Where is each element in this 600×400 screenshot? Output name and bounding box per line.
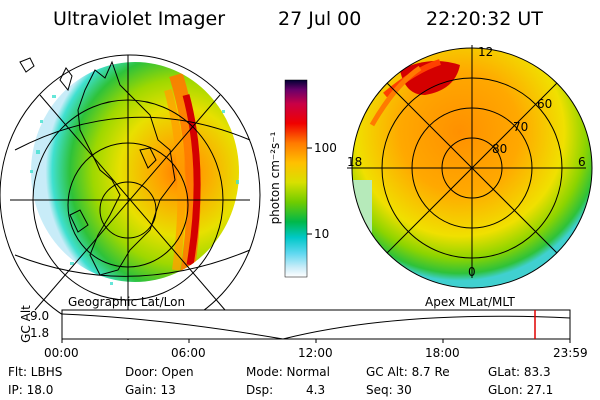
dsp-label: Dsp: xyxy=(246,383,274,397)
colorbar-tick-100: 100 xyxy=(314,141,337,155)
colorbar xyxy=(284,79,308,278)
timeline-xtick-3: 18:00 xyxy=(425,346,460,360)
time-label: 22:20:32 UT xyxy=(426,8,543,30)
glon-info: GLon: 27.1 xyxy=(488,383,554,397)
ip-info: IP: 18.0 xyxy=(8,383,54,397)
mode-info: Mode: Normal xyxy=(246,365,330,379)
filter-info: Flt: LBHS xyxy=(8,365,63,379)
apex-grid xyxy=(347,45,593,289)
geographic-grid xyxy=(0,54,261,340)
colorbar-unit-label: photon cm⁻²s⁻¹ xyxy=(268,131,282,225)
timeline-xtick-4: 23:59 xyxy=(553,346,588,360)
timeline-ytick-min: 1.8 xyxy=(30,326,50,340)
lat-label-70: 70 xyxy=(513,120,529,134)
altitude-timeline xyxy=(61,309,571,343)
lat-label-80: 80 xyxy=(492,142,508,156)
lat-label-60: 60 xyxy=(537,97,553,111)
timeline-xtick-2: 12:00 xyxy=(298,346,333,360)
left-panel-label: Geographic Lat/Lon xyxy=(68,295,186,309)
timeline-ytick-max: 9.0 xyxy=(30,309,50,323)
coastline-outline xyxy=(19,57,176,276)
colorbar-tick-10: 10 xyxy=(314,227,330,241)
timeline-xtick-0: 00:00 xyxy=(44,346,79,360)
door-info: Door: Open xyxy=(125,365,194,379)
date-label: 27 Jul 00 xyxy=(278,8,362,30)
right-panel-label: Apex MLat/MLT xyxy=(425,295,515,309)
geographic-image xyxy=(30,62,239,285)
gain-info: Gain: 13 xyxy=(125,383,176,397)
glat-info: GLat: 83.3 xyxy=(488,365,551,379)
instrument-title: Ultraviolet Imager xyxy=(53,8,226,30)
dsp-value: 4.3 xyxy=(306,383,326,397)
gc-alt-info: GC Alt: 8.7 Re xyxy=(366,365,450,379)
timeline-xtick-1: 06:00 xyxy=(171,346,206,360)
seq-info: Seq: 30 xyxy=(366,383,412,397)
mlt-label-18: 18 xyxy=(347,155,363,169)
mlt-label-12: 12 xyxy=(478,45,494,59)
mlt-label-0: 0 xyxy=(468,265,476,279)
mlt-label-6: 6 xyxy=(578,155,586,169)
